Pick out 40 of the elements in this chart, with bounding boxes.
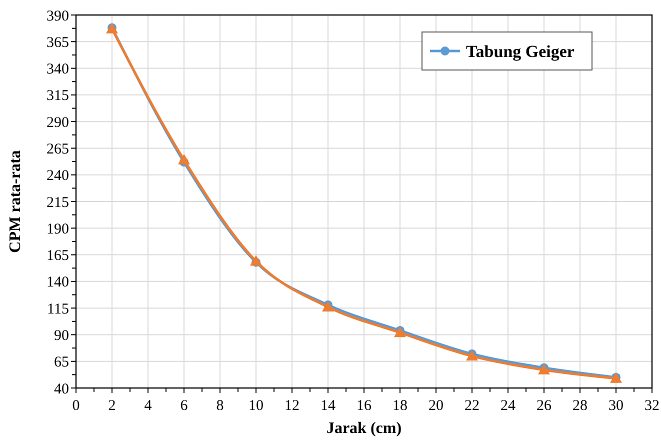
y-tick-label: 290 — [46, 114, 69, 131]
y-tick-label: 365 — [46, 34, 69, 51]
point — [250, 255, 262, 266]
point — [394, 326, 406, 338]
x-tick-label: 2 — [108, 398, 116, 414]
x-tick-label: 8 — [216, 398, 224, 414]
y-tick-label: 90 — [54, 328, 69, 344]
point — [178, 154, 190, 164]
x-tick-label: 12 — [284, 398, 300, 414]
y-tick-label: 65 — [54, 354, 69, 371]
x-tick-label: 10 — [248, 398, 264, 414]
y-tick-label: 190 — [46, 221, 69, 238]
y-tick-label: 315 — [46, 88, 69, 104]
y-tick-label: 215 — [46, 194, 69, 211]
y-axis-title: CPM rata-rata — [7, 150, 24, 253]
x-tick-label: 26 — [536, 398, 552, 414]
x-tick-label: 30 — [608, 398, 624, 414]
y-tick-label: 340 — [46, 62, 69, 78]
x-tick-label: 32 — [644, 398, 660, 414]
x-tick-label: 16 — [356, 398, 372, 414]
y-tick-label: 265 — [46, 141, 69, 158]
x-tick-label: 4 — [144, 398, 152, 414]
x-tick-label: 28 — [572, 398, 588, 414]
x-tick-label: 22 — [464, 398, 480, 414]
x-tick-label: 14 — [320, 398, 336, 414]
x-tick-label: 24 — [500, 398, 516, 414]
point — [322, 301, 334, 312]
x-tick-label: 20 — [428, 398, 444, 414]
y-tick-label: 40 — [54, 381, 69, 398]
y-tick-label: 165 — [46, 248, 69, 264]
x-tick-label: 6 — [180, 398, 188, 414]
x-tick-label: 0 — [72, 398, 80, 414]
y-tick-label: 240 — [46, 168, 69, 184]
y-tick-label: 390 — [46, 8, 69, 24]
y-tick-label: 140 — [46, 274, 69, 291]
y-tick-label: 115 — [47, 301, 69, 318]
x-tick-label: 18 — [392, 398, 408, 414]
x-axis-title: Jarak (cm) — [326, 420, 402, 437]
legend-label: Tabung Geiger — [466, 42, 575, 61]
point — [466, 350, 478, 361]
